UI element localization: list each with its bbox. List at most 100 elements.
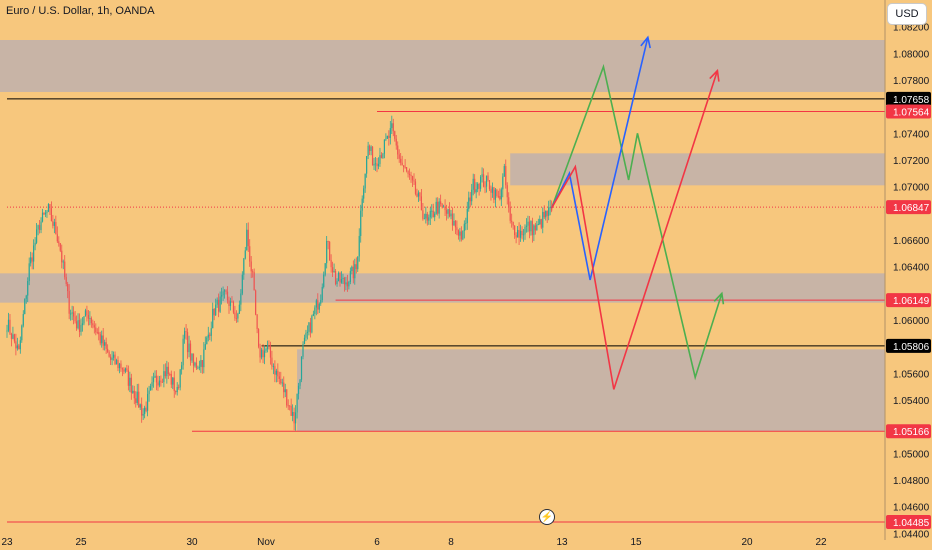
candle-body <box>133 390 135 399</box>
candle-body <box>502 176 504 190</box>
candle-body <box>490 189 492 193</box>
candle-body <box>287 405 289 407</box>
candle-body <box>13 334 15 342</box>
candle-body <box>186 332 189 353</box>
y-tick-label: 1.06600 <box>893 236 930 247</box>
candle-body <box>417 192 420 197</box>
candle-body <box>95 327 97 333</box>
candle-body <box>114 354 116 365</box>
candle-body <box>215 304 217 316</box>
candles-group <box>6 115 553 431</box>
x-tick-label: 20 <box>741 537 753 548</box>
candle-body <box>364 173 366 189</box>
candle-body <box>468 197 470 210</box>
candle-body <box>428 217 430 221</box>
candle-body <box>329 241 331 261</box>
lightning-icon[interactable]: ⚡ <box>539 509 555 525</box>
candle-body <box>320 300 322 304</box>
candle-body <box>281 382 283 384</box>
candle-body <box>373 164 375 166</box>
candle-body <box>37 225 39 230</box>
candle-body <box>351 266 353 272</box>
candle-body <box>84 310 87 317</box>
candle-body <box>127 370 129 386</box>
x-tick-label: 23 <box>1 537 13 548</box>
candle-body <box>275 370 277 375</box>
candle-body <box>377 163 380 167</box>
candle-body <box>33 245 35 262</box>
y-tick-label: 1.05600 <box>893 369 930 380</box>
candle-body <box>92 323 94 326</box>
candle-body <box>292 411 294 416</box>
y-axis-area <box>885 0 932 550</box>
candle-body <box>508 197 510 207</box>
candle-body <box>509 206 511 221</box>
candle-body <box>471 189 473 202</box>
candle-body <box>297 385 300 394</box>
candle-body <box>234 312 236 319</box>
candle-body <box>376 163 378 167</box>
candle-body <box>40 221 42 231</box>
candle-body <box>343 277 346 285</box>
candle-body <box>337 272 340 282</box>
candle-body <box>144 407 146 415</box>
candle-body <box>500 189 502 200</box>
candle-body <box>258 329 260 347</box>
candle-body <box>361 198 363 211</box>
candle-body <box>389 128 391 138</box>
candle-body <box>151 382 153 387</box>
price-label-box <box>886 104 931 119</box>
candle-body <box>172 377 174 385</box>
candle-body <box>237 313 239 319</box>
candle-body <box>124 368 126 372</box>
candle-body <box>401 162 403 166</box>
zone-rect-0 <box>0 40 885 92</box>
candle-body <box>379 155 381 164</box>
candle-body <box>340 278 343 283</box>
candle-body <box>50 208 52 222</box>
price-label-box <box>886 91 931 106</box>
chart-title: Euro / U.S. Dollar, 1h, OANDA <box>6 5 155 17</box>
candle-body <box>30 257 32 264</box>
candle-body <box>277 370 279 377</box>
candle-body <box>318 303 320 310</box>
candle-body <box>58 241 60 244</box>
candle-body <box>163 371 165 383</box>
candle-body <box>296 393 298 413</box>
candle-body <box>204 344 206 350</box>
candle-body <box>491 187 494 193</box>
candle-body <box>413 180 415 182</box>
candle-body <box>394 131 396 139</box>
y-tick-label: 1.05000 <box>893 449 930 460</box>
price-label-box <box>886 424 931 439</box>
candle-body <box>16 345 18 349</box>
candle-body <box>272 366 274 367</box>
candle-body <box>117 360 119 369</box>
candle-body <box>120 363 122 369</box>
candle-body <box>184 331 186 339</box>
candle-body <box>15 341 17 349</box>
candle-body <box>260 349 263 358</box>
candle-body <box>7 319 10 331</box>
projection-red-path <box>550 70 719 390</box>
candle-body <box>475 189 477 193</box>
candle-body <box>238 304 240 314</box>
candle-body <box>147 394 149 411</box>
candle-body <box>229 301 232 307</box>
x-tick-label: 6 <box>374 537 380 548</box>
candle-body <box>132 390 134 393</box>
candle-body <box>487 175 489 181</box>
candle-body <box>545 210 547 218</box>
candle-body <box>539 219 541 225</box>
price-label-text: 1.04485 <box>893 518 930 529</box>
candle-body <box>253 272 255 291</box>
candle-body <box>525 225 528 227</box>
candle-body <box>506 185 508 198</box>
candle-body <box>295 412 297 424</box>
y-tick-label: 1.07200 <box>893 156 930 167</box>
candle-body <box>266 344 269 350</box>
currency-button[interactable]: USD <box>887 3 927 25</box>
candle-body <box>142 414 144 416</box>
